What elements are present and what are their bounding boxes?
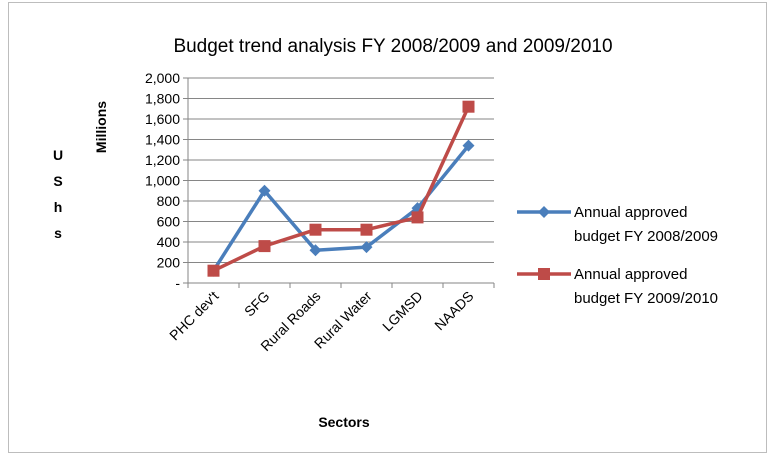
legend-marker bbox=[538, 206, 550, 218]
legend-label: budget FY 2009/2010 bbox=[574, 290, 718, 307]
chart-title: Budget trend analysis FY 2008/2009 and 2… bbox=[173, 36, 612, 57]
data-point bbox=[462, 100, 475, 113]
data-point bbox=[360, 223, 373, 236]
data-point bbox=[258, 184, 271, 197]
legend-label: budget FY 2008/2009 bbox=[574, 228, 718, 245]
y-tick-label: 1,800 bbox=[145, 91, 180, 107]
axes bbox=[187, 78, 495, 288]
x-axis-label: Sectors bbox=[318, 414, 370, 430]
series-2 bbox=[207, 100, 475, 277]
legend-entry-1: Annual approved budget FY 2008/2009 bbox=[517, 204, 718, 245]
y-tick-label: 600 bbox=[157, 214, 181, 230]
data-point bbox=[309, 244, 322, 257]
data-point bbox=[258, 240, 271, 253]
y-axis-label: Millions bbox=[93, 101, 109, 153]
y-tick-label: - bbox=[175, 275, 180, 291]
data-point bbox=[411, 211, 424, 224]
data-point bbox=[207, 264, 220, 277]
y-tick-label: 200 bbox=[157, 255, 181, 271]
legend-entry-2: Annual approved budget FY 2009/2010 bbox=[517, 266, 718, 307]
chart-frame bbox=[8, 2, 767, 453]
y-side-letter: h bbox=[54, 199, 63, 215]
y-tick-label: 400 bbox=[157, 234, 181, 250]
y-tick-label: 2,000 bbox=[145, 70, 180, 86]
y-tick-label: 800 bbox=[157, 193, 181, 209]
legend-label: Annual approved bbox=[574, 204, 687, 221]
x-tick-label: SFG bbox=[241, 288, 273, 320]
data-point bbox=[309, 223, 322, 236]
data-point bbox=[462, 139, 475, 152]
data-point bbox=[360, 241, 373, 254]
y-tick-label: 1,400 bbox=[145, 132, 180, 148]
y-side-letter: U bbox=[53, 147, 63, 163]
y-tick-labels: - 200 400 600 800 1,000 1,200 1,400 1,600 1,800 2,… bbox=[145, 70, 180, 291]
y-side-letter: s bbox=[54, 225, 62, 241]
series-line bbox=[212, 105, 471, 273]
y-tick-label: 1,000 bbox=[145, 173, 180, 189]
y-side-letter: S bbox=[53, 173, 62, 189]
legend-label: Annual approved bbox=[574, 266, 687, 283]
y-tick-label: 1,200 bbox=[145, 152, 180, 168]
gridlines bbox=[183, 77, 494, 284]
x-tick-label: PHC dev't bbox=[166, 288, 222, 344]
x-tick-label: LGMSD bbox=[379, 288, 426, 335]
y-tick-label: 1,600 bbox=[145, 111, 180, 127]
series-layer bbox=[207, 100, 475, 277]
x-tick-label: NAADS bbox=[431, 288, 476, 333]
legend-marker bbox=[538, 268, 550, 280]
